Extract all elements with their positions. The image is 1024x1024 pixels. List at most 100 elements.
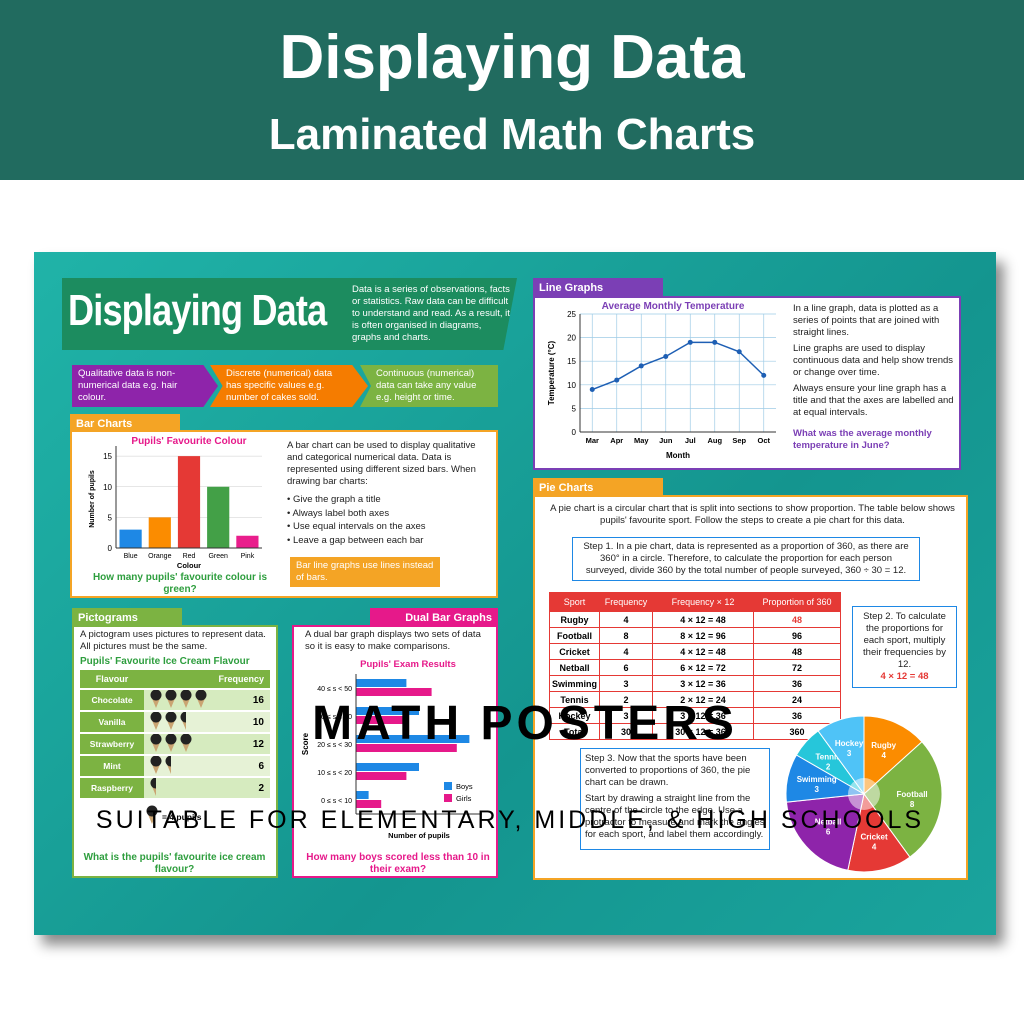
pie-label: Netball xyxy=(815,817,842,826)
step3-paragraph: Start by drawing a straight line from th… xyxy=(585,793,765,840)
point xyxy=(687,339,693,345)
x-tick-label: Oct xyxy=(757,436,770,445)
pie-slice xyxy=(785,793,865,871)
bar-tip: • Give the graph a title xyxy=(287,494,381,505)
scoop xyxy=(180,734,192,745)
bar-tip-text: Use equal intervals on the axes xyxy=(292,521,426,532)
dual-bar-chart: Pupils' Exam Results 40 ≤ s < 50 30 ≤ s < … xyxy=(301,659,482,840)
scoop xyxy=(180,690,192,701)
x-tick-label: Jun xyxy=(659,436,673,445)
chart-title: Average Monthly Temperature xyxy=(602,301,745,312)
key-icon xyxy=(146,805,158,824)
header-cell: Sport xyxy=(548,592,601,612)
y-tick-label: 0 xyxy=(108,544,113,553)
icon xyxy=(165,756,171,774)
line-question: What was the average monthly temperature… xyxy=(793,428,932,451)
pie-label: Swimming xyxy=(797,775,837,784)
y-tick-label: 15 xyxy=(103,452,112,461)
icon-row xyxy=(150,756,171,774)
pie-step2-example: 4 × 12 = 48 xyxy=(880,671,929,682)
y-tick-label: 20 ≤ s < 30 xyxy=(317,742,352,749)
x-tick-label: Red xyxy=(183,553,196,560)
point xyxy=(736,349,742,355)
flavour-bg xyxy=(80,690,144,710)
cell: Rugby xyxy=(548,611,601,628)
icon xyxy=(150,690,162,708)
legend-label: Girls xyxy=(456,794,472,803)
header-cell: Frequency xyxy=(218,674,264,684)
pie-slice xyxy=(863,741,943,858)
y-tick-label: 20 xyxy=(567,334,576,343)
frequency: 6 xyxy=(258,761,264,772)
x-tick-label: Mar xyxy=(586,436,599,445)
icon-row xyxy=(150,690,207,708)
cell: 48 xyxy=(753,611,842,628)
section-tab: Pictograms xyxy=(72,608,182,626)
cell: Football xyxy=(548,627,601,644)
row: Football 8 8 × 12 = 96 96 xyxy=(548,627,842,644)
dual-text: A dual bar graph displays two sets of da… xyxy=(305,629,481,652)
bar-tip: • Leave a gap between each bar xyxy=(287,534,424,546)
bar xyxy=(356,763,419,771)
table: Sport Frequency Frequency × 12 Proportion o… xyxy=(548,592,842,740)
bar xyxy=(356,735,470,743)
y-tick-label: 0 ≤ s < 10 xyxy=(321,798,352,805)
header-cell: Flavour xyxy=(96,674,129,684)
scoop xyxy=(180,712,186,723)
cell: 3 xyxy=(599,675,654,692)
icon-row xyxy=(150,734,192,752)
cell: Cricket xyxy=(548,643,601,660)
pie-label: Hockey xyxy=(835,739,864,748)
flavour-label: Chocolate xyxy=(91,695,132,705)
frequency: 12 xyxy=(253,739,265,750)
legend-label: Boys xyxy=(456,782,473,791)
y-tick-label: 5 xyxy=(108,513,113,522)
bar xyxy=(356,772,407,780)
x-tick-label: Apr xyxy=(610,436,623,445)
cell: Swimming xyxy=(548,675,601,692)
icon xyxy=(165,690,177,708)
pie-step2-text: Step 2. To calculate the proportions for… xyxy=(863,611,946,670)
row: Swimming 3 3 × 12 = 36 36 xyxy=(548,675,842,692)
pie-label: 2 xyxy=(826,763,831,772)
dual-question: How many boys scored less than 10 in the… xyxy=(306,852,490,875)
pie-label: 8 xyxy=(910,800,915,809)
cell: 72 xyxy=(753,659,842,676)
pie-step3: Step 3. Now that the sports have been co… xyxy=(580,748,770,850)
line-paragraph: In a line graph, data is plotted as a se… xyxy=(793,303,940,338)
poster-title: Displaying Data xyxy=(68,286,327,335)
scoop xyxy=(146,805,158,817)
line-paragraph: Always ensure your line graph has a titl… xyxy=(793,383,954,418)
step3-paragraph: Step 3. Now that the sports have been co… xyxy=(585,753,751,788)
flavour-label: Mint xyxy=(103,761,121,771)
scoop xyxy=(165,756,171,767)
x-tick-label: Blue xyxy=(124,553,138,560)
header-cell: Proportion of 360 xyxy=(753,592,842,612)
pie-label: 6 xyxy=(826,827,831,836)
y-tick-label: 10 xyxy=(567,381,576,390)
picto-question: What is the pupils' favourite ice cream … xyxy=(83,852,266,875)
bar-tip-text: Give the graph a title xyxy=(292,494,381,505)
pie-chart: Rugby4Football8Cricket4Netball6Swimming3… xyxy=(785,715,943,873)
header-bg xyxy=(80,670,270,688)
pie-label: 3 xyxy=(847,749,852,758)
bar-tip-text: Leave a gap between each bar xyxy=(292,534,424,546)
icon-row xyxy=(150,778,156,796)
bar-note: Bar line graphs use lines instead of bar… xyxy=(290,557,440,587)
pie-label: Tennis xyxy=(815,753,841,762)
scoop xyxy=(165,712,177,723)
pie-slice xyxy=(847,792,911,873)
x-axis-label: Month xyxy=(666,451,690,460)
bar xyxy=(207,486,230,548)
y-tick-label: 0 xyxy=(572,428,577,437)
bar xyxy=(148,517,171,548)
legend-swatch xyxy=(444,794,452,802)
bar-text: A bar chart can be used to display quali… xyxy=(287,440,476,487)
header-band xyxy=(0,0,1024,180)
bar xyxy=(356,679,407,687)
frequency: 2 xyxy=(258,783,264,794)
chart-title: Pupils' Favourite Colour xyxy=(131,436,246,447)
overlay-subtitle: SUITABLE FOR ELEMENTARY, MIDDLE, & HIGH … xyxy=(95,806,925,834)
pie-step2: Step 2. To calculate the proportions for… xyxy=(852,606,957,688)
